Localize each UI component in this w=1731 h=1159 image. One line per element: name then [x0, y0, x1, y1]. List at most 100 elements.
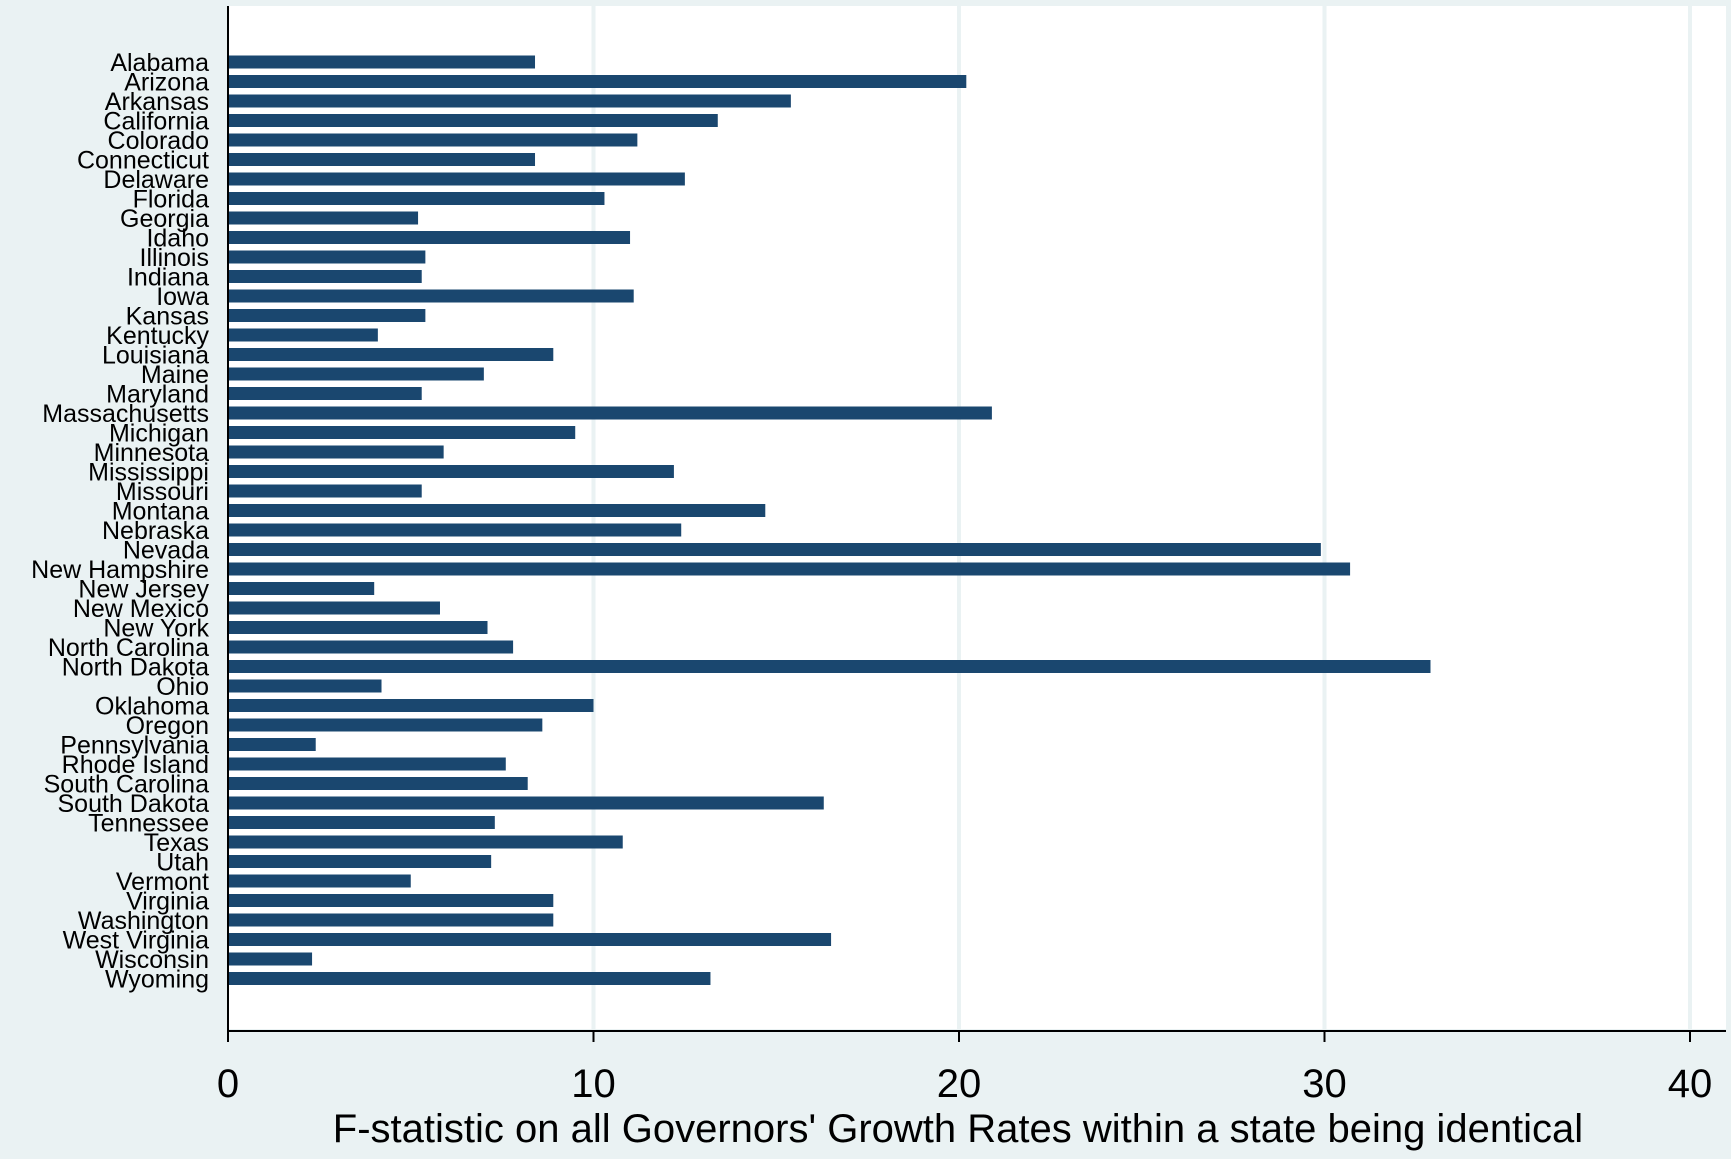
- category-label: Oregon: [126, 712, 209, 740]
- category-label: New York: [103, 615, 209, 643]
- category-label: Wyoming: [105, 966, 209, 994]
- category-label: Maine: [141, 361, 209, 389]
- bar: [228, 348, 554, 361]
- bar: [228, 660, 1431, 673]
- bar: [228, 738, 316, 751]
- x-tick-label: 0: [217, 1062, 239, 1106]
- category-label: Kentucky: [106, 322, 209, 350]
- category-label: New Mexico: [73, 595, 209, 623]
- category-label: Iowa: [156, 283, 209, 311]
- category-label: South Carolina: [44, 771, 209, 799]
- bar: [228, 874, 411, 888]
- category-label: Rhode Island: [62, 751, 209, 779]
- category-label: Indiana: [127, 264, 209, 292]
- bar: [228, 835, 623, 849]
- bar: [228, 523, 682, 537]
- bar: [228, 75, 967, 88]
- category-label: New Hampshire: [31, 556, 209, 584]
- category-label: Nevada: [123, 537, 209, 565]
- category-label: Massachusetts: [42, 400, 209, 428]
- category-label: Florida: [133, 186, 210, 214]
- x-axis-ticks: 0 10 20 30 40: [217, 1031, 1712, 1106]
- bar: [228, 933, 832, 946]
- bar: [228, 192, 605, 205]
- bar: [228, 114, 718, 127]
- bar: [228, 582, 375, 595]
- category-labels: AlabamaArizonaArkansasCaliforniaColorado…: [31, 49, 209, 994]
- bar: [228, 777, 528, 790]
- bar: [228, 231, 631, 244]
- bar: [228, 172, 685, 186]
- bar: [228, 972, 711, 985]
- category-label: Vermont: [116, 868, 209, 896]
- bar: [228, 465, 674, 478]
- bar: [228, 621, 488, 634]
- category-label: Connecticut: [77, 147, 209, 175]
- x-axis-title: F-statistic on all Governors' Growth Rat…: [333, 1107, 1583, 1151]
- category-label: Minnesota: [94, 439, 209, 467]
- bar: [228, 445, 444, 459]
- bar: [228, 328, 378, 342]
- bar: [228, 426, 576, 439]
- category-label: Arizona: [124, 69, 209, 97]
- bar: [228, 153, 536, 166]
- category-label: Montana: [112, 498, 209, 526]
- category-label: North Dakota: [62, 654, 209, 682]
- x-tick-label: 20: [937, 1062, 982, 1106]
- x-tick-label: 10: [571, 1062, 616, 1106]
- category-label: Maryland: [106, 381, 209, 409]
- bar: [228, 133, 638, 147]
- bar: [228, 367, 484, 381]
- category-label: Idaho: [146, 225, 209, 253]
- bar: [228, 406, 992, 420]
- bar: [228, 562, 1351, 576]
- bar: [228, 289, 634, 303]
- category-label: Ohio: [156, 673, 209, 701]
- bar: [228, 913, 554, 927]
- bar: [228, 543, 1321, 556]
- x-tick-label: 30: [1302, 1062, 1347, 1106]
- bar: [228, 270, 422, 283]
- category-label: Texas: [144, 829, 209, 857]
- category-label: California: [103, 108, 209, 136]
- category-label: Oklahoma: [95, 693, 209, 721]
- bar: [228, 894, 554, 907]
- category-label: Alabama: [110, 49, 209, 77]
- bar: [228, 816, 495, 829]
- category-label: Arkansas: [105, 88, 209, 116]
- category-label: Kansas: [126, 303, 209, 331]
- category-label: West Virginia: [63, 927, 209, 955]
- category-label: North Carolina: [48, 634, 209, 662]
- category-label: Delaware: [103, 166, 209, 194]
- bars: [228, 55, 1431, 985]
- bar: [228, 484, 422, 498]
- x-tick-label: 40: [1668, 1062, 1713, 1106]
- category-label: Tennessee: [88, 810, 209, 838]
- bar: [228, 718, 543, 732]
- bar: [228, 855, 492, 868]
- bar: [228, 55, 536, 69]
- category-label: Louisiana: [102, 342, 209, 370]
- bar: [228, 601, 440, 615]
- bar: [228, 796, 824, 810]
- bar: [228, 640, 514, 654]
- category-label: Virginia: [126, 888, 209, 916]
- category-label: Illinois: [140, 244, 209, 272]
- category-label: South Dakota: [58, 790, 210, 818]
- bar: [228, 757, 506, 771]
- bar: [228, 387, 422, 400]
- bar: [228, 309, 426, 322]
- category-label: Michigan: [109, 420, 209, 448]
- bar: [228, 699, 594, 712]
- category-label: New Jersey: [78, 576, 209, 604]
- bar: [228, 952, 313, 966]
- category-label: Nebraska: [102, 517, 209, 545]
- category-label: Georgia: [120, 205, 209, 233]
- category-label: Utah: [156, 849, 209, 877]
- bar: [228, 504, 766, 517]
- bar: [228, 250, 426, 264]
- category-label: Colorado: [108, 127, 209, 155]
- category-label: Pennsylvania: [60, 732, 209, 760]
